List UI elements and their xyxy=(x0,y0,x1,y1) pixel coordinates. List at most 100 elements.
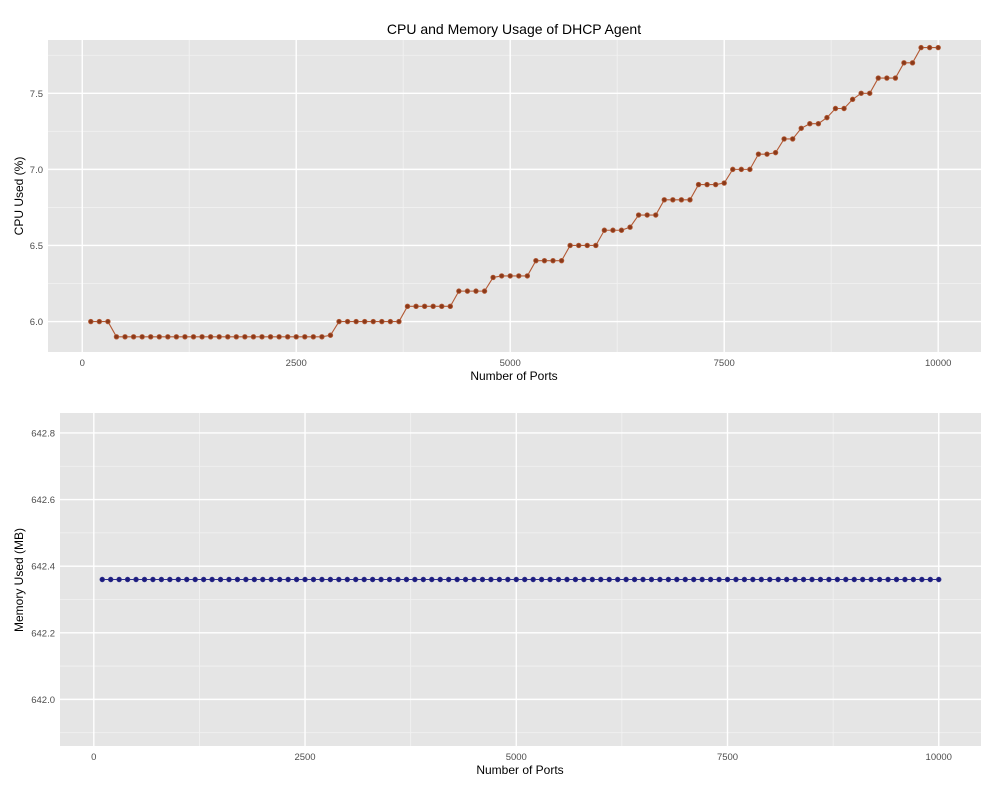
mem-data-point xyxy=(386,576,393,583)
mem-data-point xyxy=(268,576,274,583)
mem-data-point xyxy=(462,576,469,583)
mem-data-point xyxy=(538,576,545,583)
mem-data-point xyxy=(530,576,536,583)
mem-data-point xyxy=(116,576,122,583)
cpu-data-point xyxy=(207,334,214,340)
cpu-data-point xyxy=(892,75,899,81)
mem-data-point xyxy=(522,576,528,583)
cpu-data-point xyxy=(165,334,171,340)
cpu-data-point xyxy=(738,166,745,173)
cpu-data-point xyxy=(781,136,787,142)
cpu-data-point xyxy=(156,334,162,340)
cpu-data-point xyxy=(516,273,522,279)
cpu-data-point xyxy=(584,242,590,249)
mem-x-tick-label: 7500 xyxy=(717,752,738,763)
mem-data-point xyxy=(437,576,443,583)
cpu-data-point xyxy=(199,334,205,340)
cpu-data-point xyxy=(344,318,351,325)
mem-x-tick-label: 5000 xyxy=(506,752,527,763)
cpu-data-point xyxy=(190,334,197,340)
mem-data-point xyxy=(741,576,748,583)
cpu-data-point xyxy=(772,149,779,156)
mem-data-point xyxy=(361,576,367,583)
mem-data-point xyxy=(471,576,477,583)
mem-data-point xyxy=(910,576,917,583)
cpu-data-point xyxy=(267,334,274,340)
cpu-data-point xyxy=(327,332,334,338)
mem-data-point xyxy=(420,576,427,583)
mem-data-point xyxy=(598,576,604,583)
cpu-data-point xyxy=(379,318,385,325)
cpu-x-tick-label: 0 xyxy=(80,358,85,369)
mem-data-point xyxy=(707,576,714,583)
cpu-data-point xyxy=(404,303,411,310)
cpu-data-point xyxy=(695,181,702,188)
cpu-data-point xyxy=(387,318,394,325)
mem-data-point xyxy=(851,576,857,583)
cpu-data-point xyxy=(550,257,556,264)
mem-data-point xyxy=(767,576,773,583)
mem-data-point xyxy=(319,576,325,583)
cpu-data-point xyxy=(858,90,864,96)
cpu-data-point xyxy=(336,318,342,325)
cpu-data-point xyxy=(918,44,924,51)
cpu-data-point xyxy=(250,334,257,340)
cpu-data-point xyxy=(712,181,719,188)
cpu-data-point xyxy=(284,334,291,340)
cpu-data-point xyxy=(901,60,907,66)
cpu-data-point xyxy=(225,334,231,340)
cpu-tick-labels: 0 2500 5000 7500 10000 6.0 6.5 7.0 7.5 xyxy=(30,89,952,369)
mem-data-point xyxy=(631,576,638,583)
cpu-data-point xyxy=(122,334,128,340)
mem-data-point xyxy=(251,576,258,583)
cpu-series xyxy=(88,44,941,340)
cpu-data-point xyxy=(747,166,753,173)
cpu-data-point xyxy=(490,274,496,281)
cpu-data-point xyxy=(130,334,137,340)
mem-x-tick-label: 0 xyxy=(91,752,96,763)
mem-data-point xyxy=(513,576,519,583)
cpu-data-point xyxy=(704,181,710,188)
mem-data-point xyxy=(868,576,874,583)
mem-data-point xyxy=(378,576,384,583)
cpu-data-point xyxy=(567,242,573,249)
mem-data-point xyxy=(716,576,722,583)
chart-title: CPU and Memory Usage of DHCP Agent xyxy=(387,21,641,37)
mem-data-point xyxy=(260,576,266,583)
mem-data-point xyxy=(209,576,215,583)
mem-data-point xyxy=(860,576,866,583)
cpu-y-axis-title: CPU Used (%) xyxy=(12,157,26,236)
cpu-data-point xyxy=(558,257,565,264)
mem-data-point xyxy=(302,576,308,583)
mem-data-point xyxy=(809,576,815,583)
cpu-data-point xyxy=(610,227,616,233)
mem-y-tick-label: 642.4 xyxy=(31,562,55,573)
mem-data-point xyxy=(564,576,570,583)
mem-data-point xyxy=(217,576,224,583)
cpu-x-tick-label: 10000 xyxy=(925,358,951,369)
mem-x-tick-label: 10000 xyxy=(926,752,952,763)
mem-data-point xyxy=(783,576,790,583)
mem-data-point xyxy=(927,576,934,583)
mem-data-point xyxy=(336,576,342,583)
cpu-data-point xyxy=(456,288,462,294)
mem-data-point xyxy=(843,576,849,583)
mem-data-point xyxy=(750,576,756,583)
mem-data-point xyxy=(285,576,291,583)
cpu-x-axis-title: Number of Ports xyxy=(470,369,557,383)
mem-data-point xyxy=(243,576,249,583)
mem-data-point xyxy=(657,576,663,583)
cpu-data-point xyxy=(396,318,402,325)
mem-data-point xyxy=(682,576,688,583)
mem-data-point xyxy=(775,576,781,583)
mem-data-point xyxy=(581,576,587,583)
mem-data-point xyxy=(691,576,697,583)
mem-data-point xyxy=(792,576,798,583)
cpu-data-point xyxy=(618,227,625,233)
mem-data-point xyxy=(429,576,435,583)
mem-data-point xyxy=(150,576,156,583)
cpu-data-point xyxy=(96,318,103,325)
cpu-data-point xyxy=(473,288,479,294)
